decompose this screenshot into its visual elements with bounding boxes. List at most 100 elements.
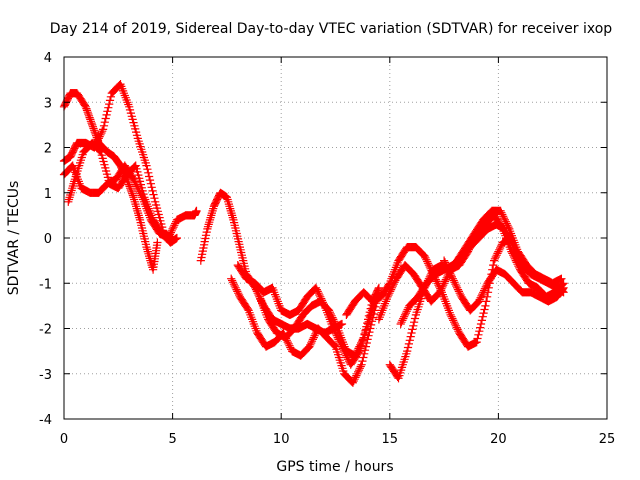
- data-point: [96, 147, 105, 157]
- x-tick-label: 15: [382, 432, 399, 447]
- data-point: [145, 172, 154, 181]
- data-point: [101, 114, 110, 123]
- data-point: [198, 250, 207, 259]
- y-tick-label: 2: [44, 142, 52, 157]
- data-point: [558, 284, 567, 293]
- data-point: [100, 160, 109, 169]
- series-arc-3: [59, 80, 177, 243]
- data-point: [131, 124, 140, 133]
- data-point: [153, 238, 162, 247]
- data-point: [136, 180, 145, 189]
- data-point: [474, 330, 483, 339]
- data-point: [472, 338, 481, 347]
- data-point: [132, 128, 141, 137]
- data-point: [199, 243, 208, 253]
- data-point: [361, 342, 370, 351]
- series-arc-12: [396, 220, 568, 329]
- data-point: [99, 125, 108, 134]
- data-point: [126, 109, 135, 118]
- data-point: [243, 304, 252, 314]
- data-point: [480, 305, 489, 314]
- data-point: [102, 170, 112, 179]
- data-point: [337, 319, 347, 329]
- data-point: [360, 329, 369, 338]
- data-point: [154, 210, 163, 219]
- data-point: [363, 319, 372, 328]
- data-point: [481, 301, 490, 310]
- data-point: [152, 204, 162, 213]
- data-point: [135, 174, 144, 183]
- data-point: [476, 323, 485, 332]
- data-point: [139, 190, 148, 199]
- data-point: [99, 121, 109, 130]
- data-point: [409, 321, 418, 330]
- x-tick-label: 5: [168, 432, 176, 447]
- series-arc-13: [440, 256, 568, 315]
- data-point: [105, 96, 115, 105]
- data-point: [403, 343, 413, 352]
- data-point: [152, 200, 161, 210]
- series-arc-8: [255, 283, 383, 360]
- data-point: [102, 166, 111, 176]
- data-point: [361, 326, 370, 335]
- data-point: [103, 173, 112, 182]
- axis-ticks: 0 5 10 15 20 25 -4 -3 -2 -1 0 1 2 3 4: [39, 51, 615, 447]
- data-series: [59, 80, 568, 387]
- data-point: [475, 327, 484, 336]
- data-point: [410, 318, 419, 327]
- data-point: [103, 107, 112, 116]
- data-point: [374, 283, 383, 292]
- x-tick-label: 0: [60, 432, 68, 447]
- y-tick-label: -3: [39, 368, 52, 383]
- data-point: [97, 151, 106, 160]
- data-point: [364, 315, 373, 324]
- data-point: [101, 163, 110, 172]
- y-tick-label: 3: [44, 96, 52, 111]
- data-point: [196, 256, 205, 265]
- series-arc-6: [227, 274, 383, 387]
- x-tick-label: 20: [490, 432, 507, 447]
- data-point: [473, 334, 482, 343]
- y-tick-label: 0: [44, 232, 52, 247]
- data-point: [359, 333, 368, 342]
- x-tick-label: 25: [599, 432, 616, 447]
- x-tick-label: 10: [273, 432, 290, 447]
- data-point: [148, 186, 157, 195]
- data-point: [404, 339, 413, 348]
- data-point: [80, 101, 89, 110]
- y-tick-label: -2: [39, 323, 52, 338]
- data-point: [138, 186, 147, 195]
- data-point: [104, 103, 113, 112]
- data-point: [408, 325, 417, 334]
- data-point: [96, 147, 105, 156]
- data-point: [129, 118, 138, 127]
- data-point: [149, 190, 158, 199]
- data-point: [128, 115, 137, 124]
- data-point: [357, 360, 366, 369]
- data-point: [134, 171, 143, 180]
- data-point: [127, 112, 136, 121]
- data-point: [201, 231, 211, 240]
- data-point: [362, 322, 371, 331]
- data-point: [483, 292, 492, 301]
- data-point: [410, 314, 420, 323]
- data-point: [489, 261, 498, 270]
- data-point: [405, 336, 414, 345]
- y-axis-label: SDTVAR / TECUs: [6, 181, 22, 296]
- data-point: [156, 216, 165, 225]
- data-point: [155, 213, 164, 222]
- data-point: [153, 207, 162, 216]
- data-point: [100, 118, 109, 127]
- data-point: [135, 177, 145, 186]
- chart-title: Day 214 of 2019, Sidereal Day-to-day VTE…: [50, 21, 613, 37]
- data-point: [143, 165, 152, 174]
- data-point: [98, 154, 107, 163]
- y-tick-label: -1: [39, 277, 52, 292]
- data-point: [131, 161, 140, 170]
- data-point: [366, 304, 375, 313]
- data-point: [130, 121, 139, 130]
- data-point: [106, 92, 115, 101]
- data-point: [479, 309, 488, 318]
